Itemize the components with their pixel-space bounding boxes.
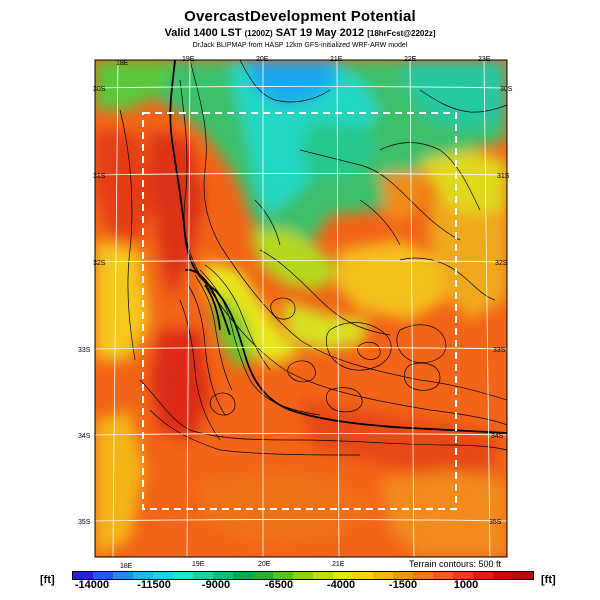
colorbar-swatch xyxy=(253,572,273,579)
lon-top-0: 18E xyxy=(116,60,129,67)
lat-right-0: 30S xyxy=(500,86,513,93)
lat-lon-grid xyxy=(94,59,508,558)
forecast-info: [18hrFcst@2202z] xyxy=(367,29,436,38)
unit-label-right: [ft] xyxy=(541,574,556,586)
color-field xyxy=(95,60,507,557)
lat-right-5: 35S xyxy=(489,519,502,526)
colorbar-swatch xyxy=(413,572,433,579)
lon-bottom-0: 18E xyxy=(120,563,133,570)
colorbar-swatch xyxy=(433,572,453,579)
colorbar-swatch xyxy=(513,572,533,579)
lon-top-4: 22E xyxy=(404,56,417,63)
colorbar-swatch xyxy=(193,572,213,579)
lat-left-5: 35S xyxy=(78,519,91,526)
lon-top-3: 21E xyxy=(330,56,343,63)
colorbar-swatch xyxy=(173,572,193,579)
colorbar-swatch xyxy=(73,572,93,579)
colorbar-swatch xyxy=(313,572,333,579)
colorbar-swatch xyxy=(133,572,153,579)
colorbar-swatch xyxy=(213,572,233,579)
valid-time: Valid 1400 LST xyxy=(164,27,242,39)
lat-right-3: 33S xyxy=(493,347,506,354)
lon-top-1: 19E xyxy=(182,56,195,63)
lon-top-5: 23E xyxy=(478,56,491,63)
colorbar-swatch xyxy=(473,572,493,579)
colorbar-swatch xyxy=(153,572,173,579)
colorbar-swatch xyxy=(373,572,393,579)
terrain-contour-note: Terrain contours: 500 ft xyxy=(409,559,502,569)
credit-line: DrJack BLIPMAP from HASP 12km GFS-initia… xyxy=(192,42,408,49)
coastline xyxy=(169,60,507,434)
unit-label-left: [ft] xyxy=(40,574,55,586)
subtitle: Valid 1400 LST (1200Z) SAT 19 May 2012 [… xyxy=(0,27,600,39)
colorbar-swatch xyxy=(333,572,353,579)
colorbar-tick-label: -9000 xyxy=(201,579,231,591)
lon-bottom-3: 21E xyxy=(332,561,345,568)
colorbar-tick-label: -1500 xyxy=(388,579,418,591)
colorbar-swatch xyxy=(273,572,293,579)
colorbar-ticks: -14000 -11500 -9000 -6500 -4000 -1500 1000 xyxy=(0,579,600,599)
lat-right-4: 34S xyxy=(491,433,504,440)
colorbar-swatch xyxy=(393,572,413,579)
valid-date: SAT 19 May 2012 xyxy=(275,27,365,39)
lat-left-1: 31S xyxy=(93,173,106,180)
colorbar-swatch xyxy=(493,572,513,579)
colorbar xyxy=(72,571,534,580)
lat-left-4: 34S xyxy=(78,433,91,440)
colorbar-tick-label: 1000 xyxy=(453,579,479,591)
lat-left-0: 30S xyxy=(93,86,106,93)
lon-bottom-1: 19E xyxy=(192,561,205,568)
colorbar-swatch xyxy=(353,572,373,579)
colorbar-swatch xyxy=(293,572,313,579)
coordinate-labels: 18E 19E 20E 21E 22E 23E 18E 19E 20E 21E … xyxy=(78,56,513,570)
lat-left-3: 33S xyxy=(78,347,91,354)
lon-bottom-2: 20E xyxy=(258,561,271,568)
colorbar-swatch xyxy=(453,572,473,579)
map-frame xyxy=(94,59,508,558)
colorbar-tick-label: -14000 xyxy=(74,579,110,591)
colorbar-tick-label: -11500 xyxy=(137,579,171,591)
lat-right-2: 32S xyxy=(495,260,508,267)
lat-right-1: 31S xyxy=(497,173,510,180)
lon-top-2: 20E xyxy=(256,56,269,63)
colorbar-tick-label: -6500 xyxy=(264,579,294,591)
title: OvercastDevelopment Potential xyxy=(184,8,416,25)
colorbar-swatch xyxy=(93,572,113,579)
colorbar-tick-label: -4000 xyxy=(326,579,356,591)
lat-left-2: 32S xyxy=(93,260,106,267)
colorbar-swatch xyxy=(233,572,253,579)
utc-time: (1200Z) xyxy=(244,29,273,38)
inner-domain-box xyxy=(142,112,457,510)
colorbar-swatch xyxy=(113,572,133,579)
